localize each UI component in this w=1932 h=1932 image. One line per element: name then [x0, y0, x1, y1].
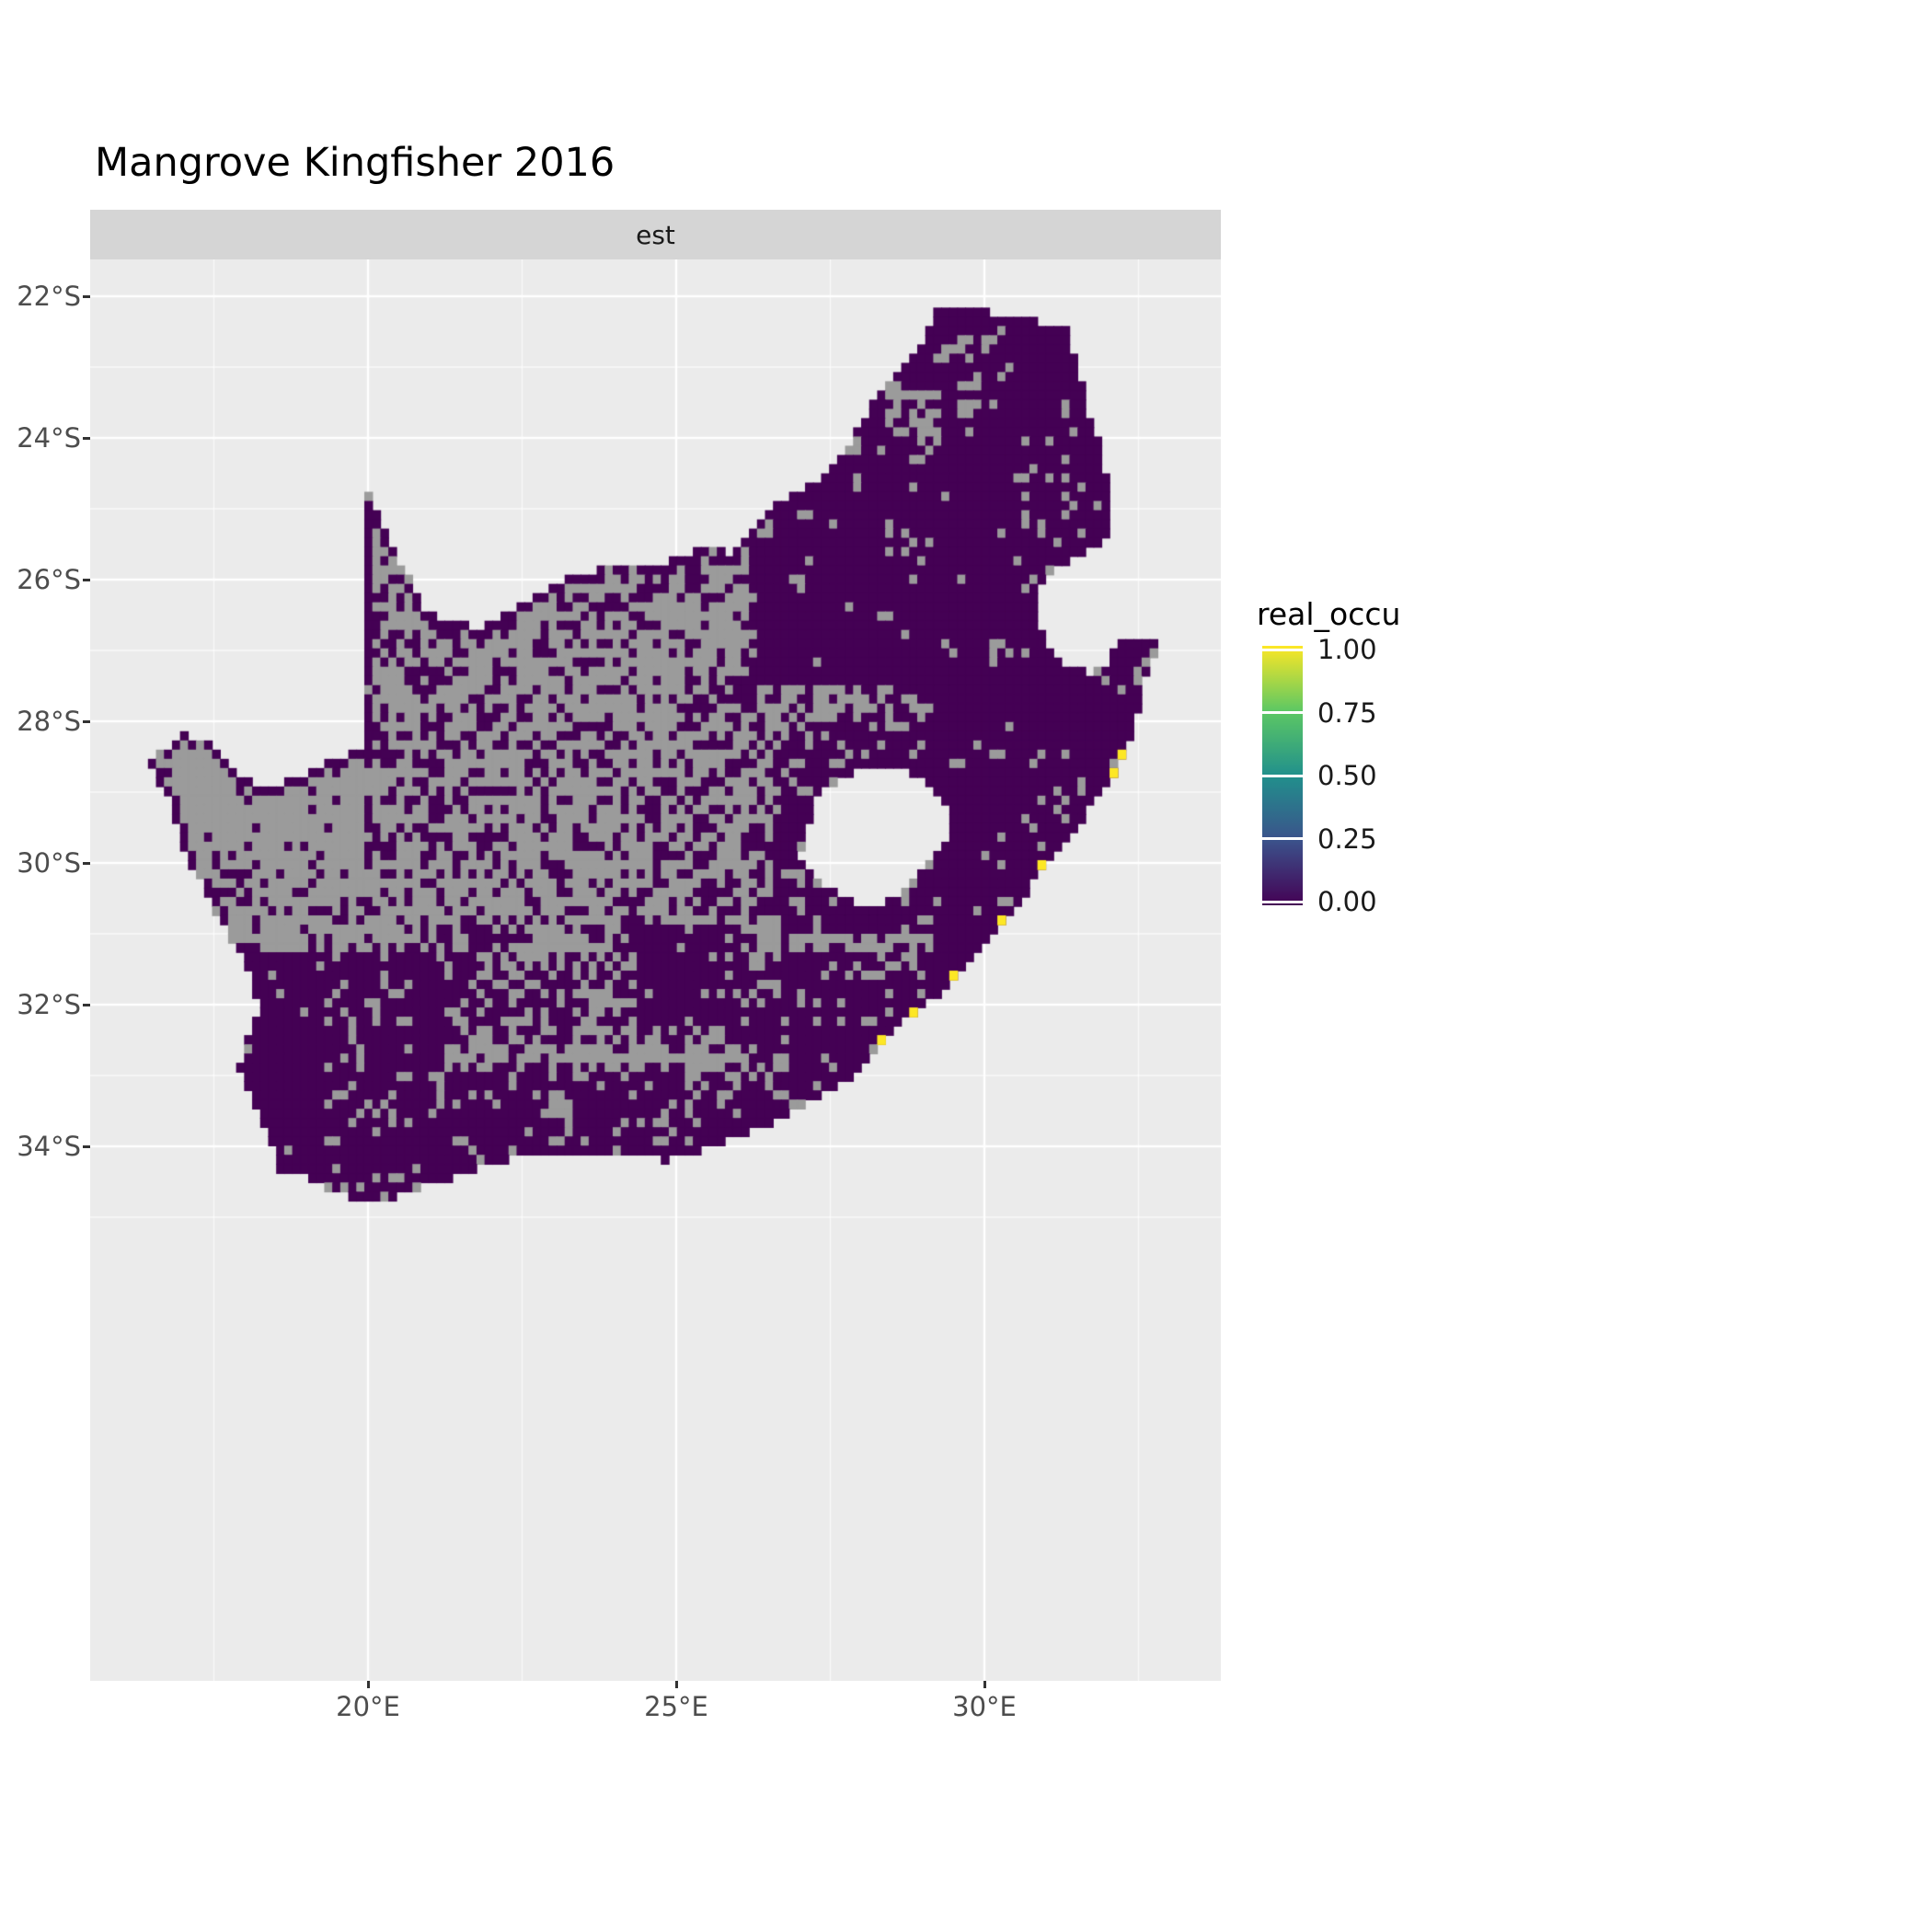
- legend-labels: 1.00 0.75 0.50 0.25 0.00: [1317, 0, 1446, 1932]
- legend-colorbar: [1262, 646, 1303, 905]
- x-axis-tick-label: 20°E: [336, 1691, 400, 1722]
- facet-strip-label: est: [636, 219, 675, 250]
- legend-tick-label: 0.25: [1317, 822, 1377, 855]
- y-axis-tick-mark: [83, 578, 90, 581]
- y-axis-tick-label: 34°S: [17, 1131, 81, 1162]
- y-axis-tick-mark: [83, 1144, 90, 1148]
- legend-title: real_occu: [1257, 596, 1401, 632]
- legend-tick-label: 1.00: [1317, 634, 1377, 665]
- facet-strip: est: [90, 210, 1221, 259]
- y-axis-tick-mark: [83, 861, 90, 865]
- legend-tick-label: 0.75: [1317, 696, 1377, 729]
- legend-tick-label: 0.00: [1317, 886, 1377, 917]
- y-axis-tick-mark: [83, 294, 90, 298]
- y-axis-tick-mark: [83, 719, 90, 723]
- y-axis-tick-mark: [83, 436, 90, 440]
- legend-tick-label: 0.50: [1317, 760, 1377, 791]
- x-axis-tick-mark: [983, 1681, 986, 1688]
- y-axis-tick-mark: [83, 1003, 90, 1006]
- y-axis-tick-label: 32°S: [17, 989, 81, 1020]
- y-axis-tick-label: 26°S: [17, 564, 81, 595]
- y-axis-tick-label: 30°S: [17, 847, 81, 879]
- y-axis-tick-label: 28°S: [17, 706, 81, 737]
- legend-tick-mark: [1262, 774, 1303, 777]
- y-axis-tick-label: 24°S: [17, 422, 81, 454]
- legend-tick-mark: [1262, 900, 1303, 903]
- plot-title: Mangrove Kingfisher 2016: [95, 140, 615, 186]
- south-africa-occupancy-raster: [90, 259, 1221, 1681]
- legend-tick-mark: [1262, 711, 1303, 714]
- plot-panel: [90, 259, 1221, 1681]
- y-axis-tick-label: 22°S: [17, 281, 81, 312]
- x-axis-tick-label: 25°E: [644, 1691, 708, 1722]
- x-axis-tick-mark: [674, 1681, 678, 1688]
- x-axis-tick-mark: [366, 1681, 370, 1688]
- legend-tick-mark: [1262, 837, 1303, 840]
- x-axis-tick-label: 30°E: [952, 1691, 1017, 1722]
- legend-tick-mark: [1262, 648, 1303, 651]
